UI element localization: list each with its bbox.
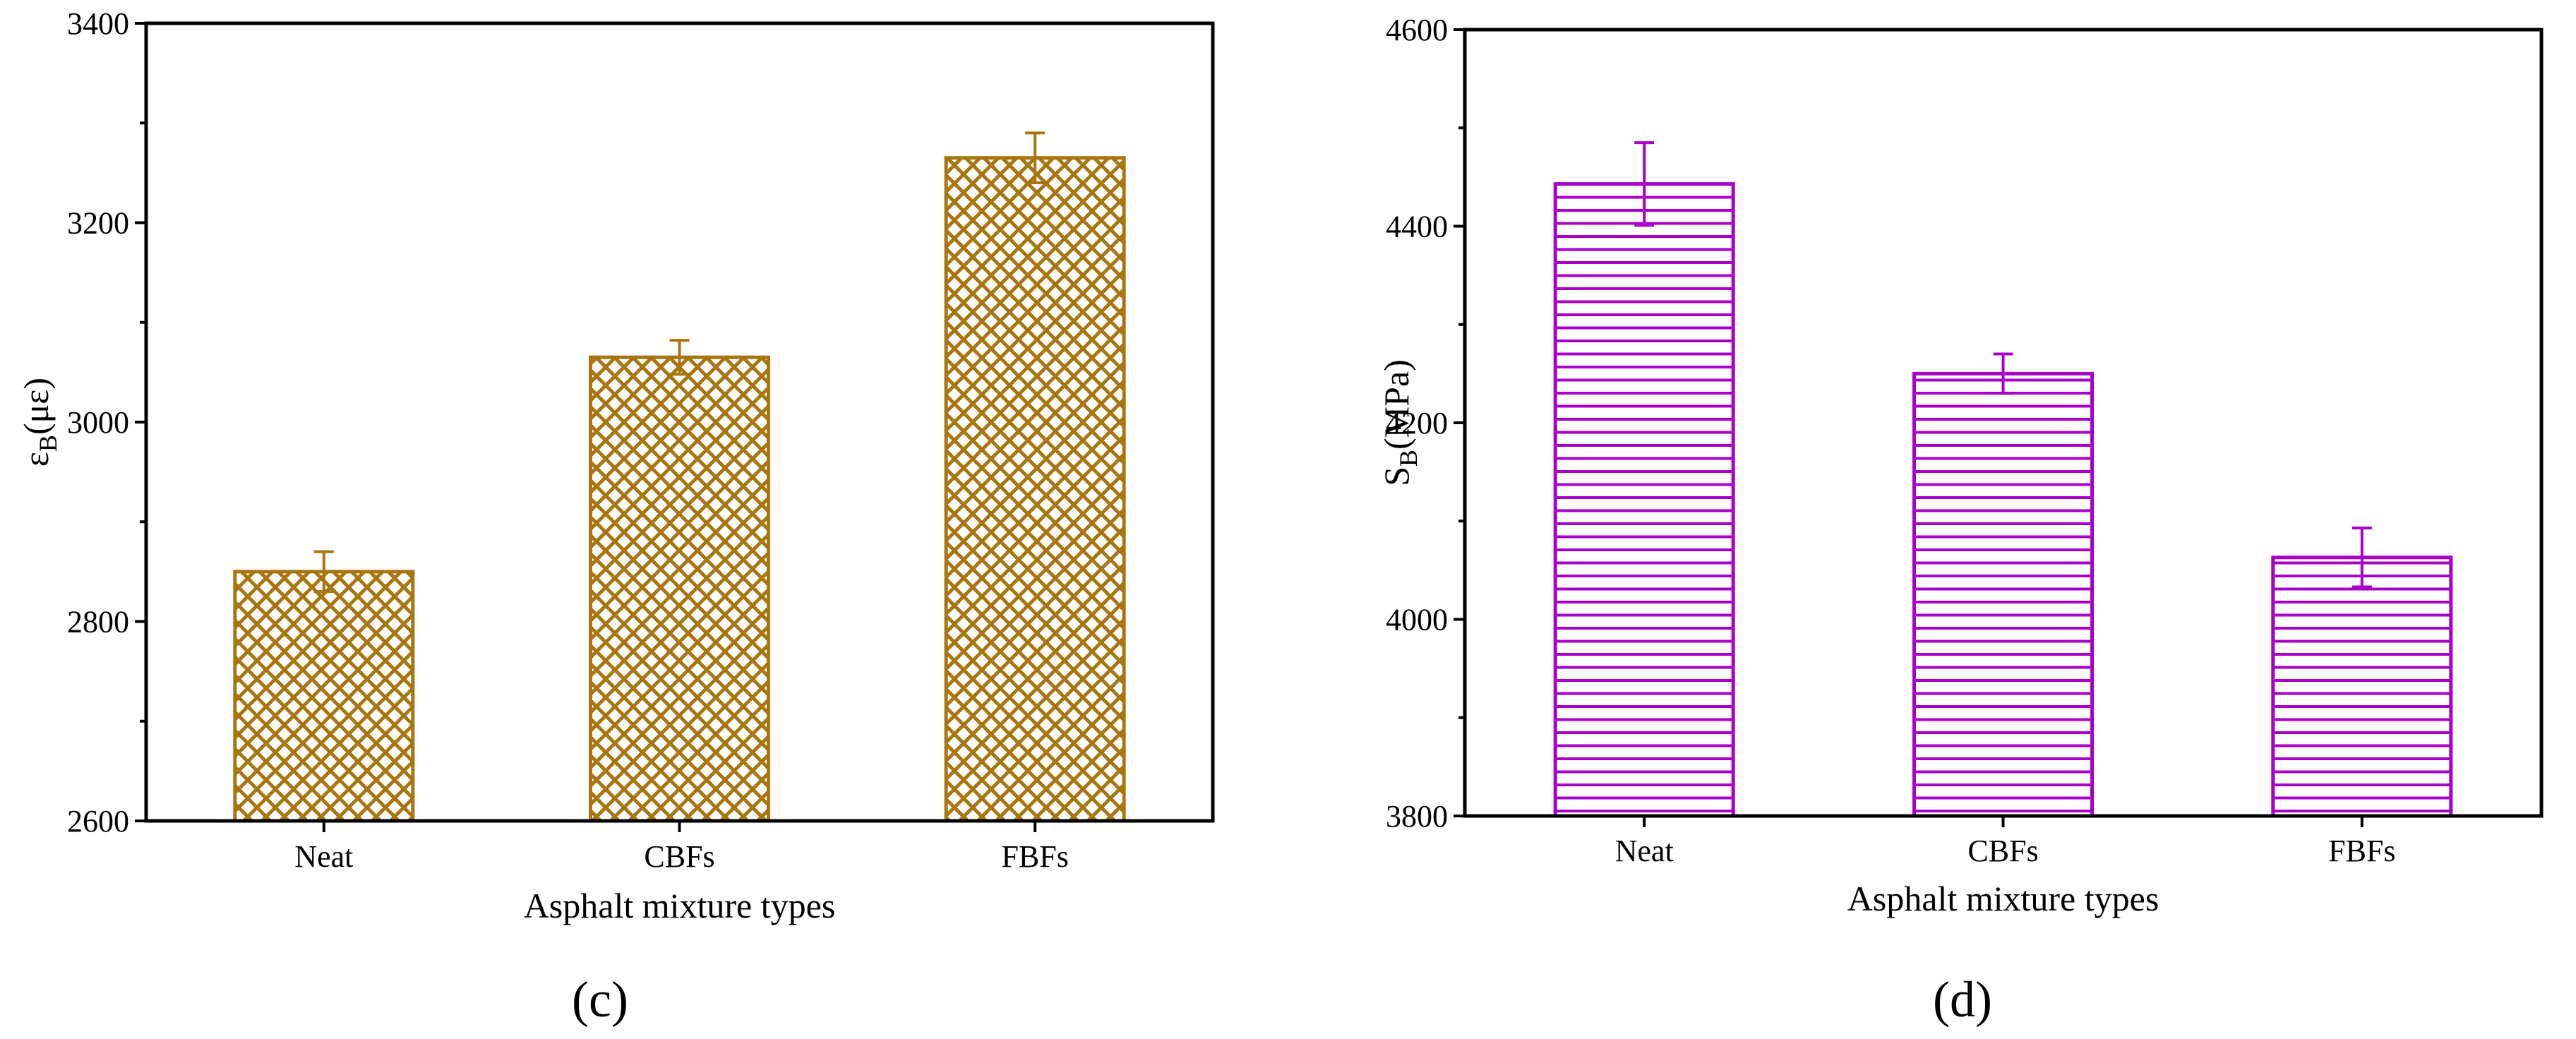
error-bar-neat [313,550,334,594]
error-bar-cbfs [669,339,690,376]
y-axis-unit: (με) [16,378,56,435]
bar-cbfs [1912,371,2094,818]
y-tick-label: 3000 [67,405,129,440]
y-axis-symbol: S [1377,467,1416,486]
x-tick-label: FBFs [1001,839,1068,874]
y-tick-label: 2800 [67,605,129,639]
x-tick-label: FBFs [2328,834,2395,868]
y-tick-label: 3400 [67,6,129,41]
panel-label: (d) [1933,971,1992,1028]
bar-fbfs [944,156,1126,823]
y-tick-label: 4200 [1386,406,1448,440]
chart-panel-c: 2600 2800 3000 3200 3400 Neat CBFs FBFs Asphal… [16,6,1215,1028]
y-tick-label: 4600 [1386,13,1448,47]
x-tick-label: Neat [1615,834,1674,868]
error-bar-group [313,131,1046,594]
y-tick-label: 4400 [1386,210,1448,244]
error-bar-cbfs [1993,352,2013,395]
bar-group [233,156,1126,823]
y-tick-label: 2600 [67,804,129,839]
y-axis: 2600 2800 3000 3200 3400 [67,6,146,839]
error-bar-neat [1634,141,1655,227]
error-bar-fbfs [1025,131,1046,184]
x-axis-title: Asphalt mixture types [524,886,836,925]
y-tick-label: 3200 [67,206,129,241]
error-bar-group [1634,141,2372,589]
y-axis-subscript: B [34,435,62,452]
x-axis: Neat CBFs FBFs [1615,816,2396,868]
y-tick-label: 4000 [1386,603,1448,637]
bar-neat [1553,182,1735,818]
x-tick-label: Neat [294,839,353,874]
y-tick-label: 3800 [1386,799,1448,834]
bar-fbfs [2271,555,2453,818]
bar-cbfs [589,355,770,823]
bar-neat [233,570,415,823]
y-axis: 3800 4000 4200 4400 4600 [1386,13,1465,834]
x-tick-label: CBFs [1967,834,2038,868]
y-axis-unit: (MPa) [1377,359,1416,450]
y-axis-subscript: B [1394,450,1422,467]
chart-panel-d: 3800 4000 4200 4400 4600 Neat CBFs FBFs Asphal… [1377,13,2544,1028]
y-axis-title: SB(MPa) [1377,359,1422,486]
error-bar-fbfs [2352,526,2372,589]
y-axis-title: εB(με) [16,378,62,467]
x-axis-title: Asphalt mixture types [1847,879,2159,918]
y-axis-symbol: ε [16,452,56,467]
x-axis: Neat CBFs FBFs [294,821,1069,874]
x-tick-label: CBFs [644,839,714,874]
bar-group [1553,182,2453,818]
panel-label: (c) [572,971,628,1028]
